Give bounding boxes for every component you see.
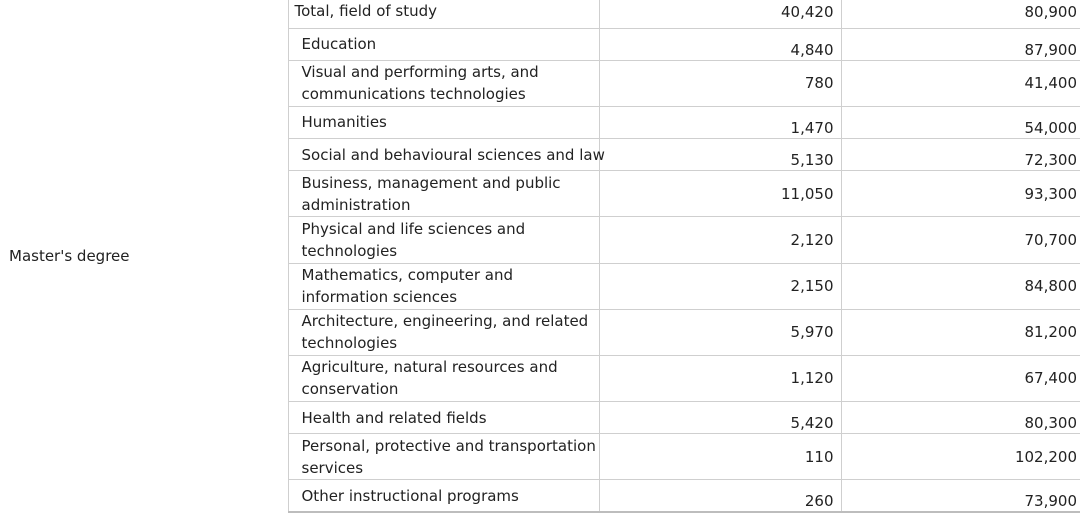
field-of-study-cell: Architecture, engineering, and related te… (287, 308, 600, 356)
table-row: Visual and performing arts, and communica… (0, 59, 1080, 107)
median-income-cell: 102,200 (840, 433, 1080, 481)
field-of-study-cell: Humanities (287, 105, 600, 140)
table-row: Agriculture, natural resources and conser… (0, 354, 1080, 403)
graduates-cell: 11,050 (598, 170, 842, 218)
graduates-cell: 1,470 (598, 105, 842, 140)
median-income-cell: 72,300 (840, 138, 1080, 172)
total-field-label: Total, field of study (287, 0, 600, 29)
field-of-study-cell: Agriculture, natural resources and conser… (287, 354, 600, 403)
median-income-cell: 80,900 (840, 0, 1080, 29)
table-row: Physical and life sciences and technologi… (0, 216, 1080, 264)
graduates-cell: 2,120 (598, 216, 842, 264)
graduates-cell: 5,420 (598, 401, 842, 435)
table-row: Social and behavioural sciences and law 5… (0, 138, 1080, 172)
field-of-study-cell: Social and behavioural sciences and law (287, 138, 605, 172)
median-income-cell: 41,400 (840, 59, 1080, 107)
graduates-cell: 780 (598, 59, 842, 107)
field-of-study-cell: Health and related fields (287, 401, 600, 435)
median-income-cell: 73,900 (840, 479, 1080, 513)
graduates-cell: 5,130 (598, 138, 842, 172)
graduates-cell: 2,150 (598, 262, 842, 310)
graduates-cell: 1,120 (598, 354, 842, 403)
field-of-study-cell: Education (287, 27, 600, 61)
degree-label: Master's degree (0, 0, 289, 512)
table-row: Business, management and public administr… (0, 170, 1080, 218)
field-of-study-cell: Other instructional programs (287, 479, 600, 513)
median-income-cell: 54,000 (840, 105, 1080, 140)
table-row: Other instructional programs 260 73,900 (0, 479, 1080, 513)
graduates-cell: 40,420 (598, 0, 842, 29)
median-income-cell: 81,200 (840, 308, 1080, 356)
median-income-cell: 84,800 (840, 262, 1080, 310)
graduates-cell: 5,970 (598, 308, 842, 356)
median-income-cell: 67,400 (840, 354, 1080, 403)
field-of-study-cell: Mathematics, computer and information sci… (287, 262, 600, 310)
median-income-cell: 87,900 (840, 27, 1080, 61)
field-of-study-cell: Personal, protective and transportation s… (287, 433, 600, 481)
table-row: Health and related fields 5,420 80,300 (0, 401, 1080, 435)
median-income-cell: 80,300 (840, 401, 1080, 435)
field-of-study-cell: Visual and performing arts, and communica… (287, 59, 600, 107)
graduates-cell: 4,840 (598, 27, 842, 61)
field-of-study-cell: Business, management and public administr… (287, 170, 600, 218)
field-of-study-cell: Physical and life sciences and technologi… (287, 216, 600, 264)
median-income-cell: 70,700 (840, 216, 1080, 264)
median-income-cell: 93,300 (840, 170, 1080, 218)
table-row: Education 4,840 87,900 (0, 27, 1080, 61)
graduates-cell: 260 (598, 479, 842, 513)
graduates-cell: 110 (598, 433, 842, 481)
table-row: Architecture, engineering, and related te… (0, 308, 1080, 356)
